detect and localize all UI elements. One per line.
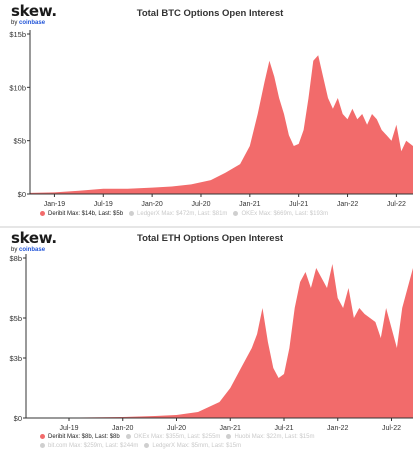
x-tick-label: Jul-22: [387, 201, 406, 208]
btc-chart-title: Total BTC Options Open Interest: [136, 8, 284, 19]
legend-item[interactable]: LedgerX Max: $5mm, Last: $15m: [144, 442, 241, 451]
legend-item[interactable]: OKEx Max: $355m, Last: $255m: [125, 433, 221, 442]
btc-panel: skew. by coinbase Total BTC Options Open…: [0, 0, 420, 226]
skew-logo: skew. by coinbase: [11, 229, 57, 254]
legend-item[interactable]: Deribit Max: $8b, Last: $8b: [40, 433, 120, 442]
brand-name: skew.: [11, 2, 57, 20]
eth-legend: Deribit Max: $8b, Last: $8b OKEx Max: $35…: [40, 433, 320, 451]
x-tick-label: Jul-19: [94, 201, 113, 208]
x-tick-label: Jul-21: [289, 201, 308, 208]
btc-legend: Deribit Max: $14b, Last: $5b LedgerX Max:…: [40, 210, 334, 219]
skew-logo: skew. by coinbase: [11, 2, 57, 27]
legend-dot-icon: [144, 442, 150, 448]
legend-row: Deribit Max: $8b, Last: $8b OKEx Max: $35…: [40, 433, 320, 442]
brand-byline: by coinbase: [11, 247, 46, 253]
x-tick-label: Jan-22: [337, 201, 359, 208]
legend-item[interactable]: LedgerX Max: $472m, Last: $81m: [129, 210, 227, 219]
x-tick-label: Jul-21: [274, 425, 293, 432]
legend-dot-icon: [40, 433, 45, 439]
legend-label: Deribit Max: $14b, Last: $5b: [48, 211, 124, 217]
y-tick-label: $0: [18, 190, 26, 199]
y-tick-label: $0: [14, 414, 22, 423]
x-tick-label: Jan-19: [44, 201, 66, 208]
brand-name: skew.: [11, 229, 57, 247]
legend-dot-icon: [226, 433, 232, 439]
series-area-deribit: [30, 55, 413, 194]
y-tick-label: $5b: [9, 314, 22, 323]
x-tick-label: Jul-19: [59, 425, 78, 432]
eth-chart-title: Total ETH Options Open Interest: [136, 233, 284, 244]
y-tick-label: $15b: [9, 30, 26, 39]
legend-label: bit.com Max: $259m, Last: $244m: [48, 443, 139, 449]
legend-dot-icon: [233, 210, 239, 216]
x-tick-label: Jan-20: [141, 201, 163, 208]
legend-item[interactable]: bit.com Max: $259m, Last: $244m: [40, 442, 138, 451]
x-tick-label: Jan-22: [327, 425, 349, 432]
x-tick-label: Jan-21: [239, 201, 261, 208]
legend-label: OKEx Max: $355m, Last: $255m: [133, 434, 221, 440]
legend-label: Deribit Max: $8b, Last: $8b: [48, 434, 120, 440]
panel-divider: [0, 226, 420, 228]
legend-row: Deribit Max: $14b, Last: $5b LedgerX Max:…: [40, 210, 334, 219]
x-tick-label: Jul-22: [382, 425, 401, 432]
legend-dot-icon: [125, 433, 131, 439]
legend-dot-icon: [40, 442, 45, 448]
eth-panel: skew. by coinbase Total ETH Options Open…: [0, 228, 420, 460]
y-tick-label: $5b: [13, 137, 26, 146]
legend-item[interactable]: Deribit Max: $14b, Last: $5b: [40, 210, 123, 219]
legend-row: bit.com Max: $259m, Last: $244m LedgerX M…: [40, 442, 320, 451]
eth-chart: $0 $3b $5b $8b Jul-19 Jan-20 Jul-20 Jan-21 Jul-2…: [9, 254, 413, 432]
series-area-deribit: [26, 264, 413, 418]
legend-label: Huobi Max: $22m, Last: $15m: [234, 434, 315, 440]
x-tick-label: Jul-20: [167, 425, 186, 432]
legend-item[interactable]: OKEx Max: $669m, Last: $193m: [233, 210, 328, 219]
x-tick-label: Jul-20: [191, 201, 210, 208]
btc-chart: $0 $5b $10b $15b Jan-19 Jul-19 Jan-20 Jul-20 Jan…: [9, 30, 413, 208]
legend-label: LedgerX Max: $5mm, Last: $15m: [152, 443, 242, 449]
legend-dot-icon: [129, 210, 135, 216]
x-tick-label: Jan-20: [112, 425, 134, 432]
legend-dot-icon: [40, 210, 45, 216]
y-tick-label: $10b: [9, 83, 26, 92]
x-tick-label: Jan-21: [220, 425, 242, 432]
legend-label: LedgerX Max: $472m, Last: $81m: [137, 211, 228, 217]
brand-byline: by coinbase: [11, 20, 46, 26]
y-tick-label: $3b: [9, 354, 22, 363]
legend-item[interactable]: Huobi Max: $22m, Last: $15m: [226, 433, 314, 442]
y-tick-label: $8b: [9, 254, 22, 263]
legend-label: OKEx Max: $669m, Last: $193m: [241, 211, 329, 217]
